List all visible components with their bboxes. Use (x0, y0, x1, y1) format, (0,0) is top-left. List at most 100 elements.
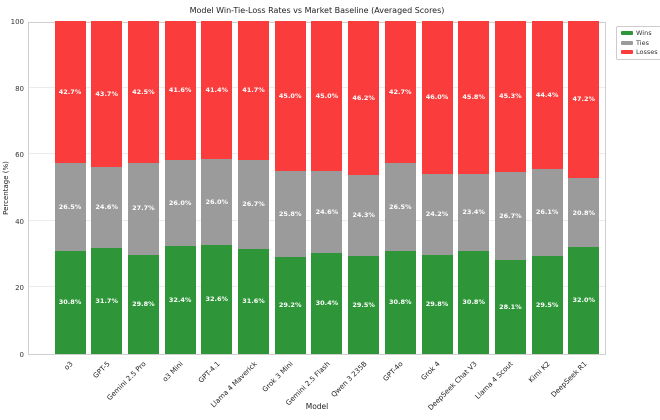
bar-segment-wins: 30.4% (311, 252, 343, 354)
bar-segment-ties: 26.0% (164, 159, 196, 247)
segment-value-label: 44.4% (535, 90, 559, 99)
bar-segment-ties: 26.5% (384, 163, 416, 252)
segment-value-label: 43.7% (95, 89, 118, 98)
segment-value-label: 26.1% (535, 208, 559, 217)
bar-gpt-5: 43.7% 24.6% 31.7% (91, 21, 123, 354)
bar-segment-losses: 45.3% (494, 20, 526, 172)
bar-segment-wins: 30.8% (384, 251, 416, 354)
bar-segment-ties: 26.1% (531, 168, 563, 256)
segment-value-label: 41.7% (242, 86, 265, 95)
segment-value-label: 42.7% (58, 87, 82, 96)
segment-value-label: 30.8% (58, 298, 82, 307)
bar-segment-wins: 30.8% (54, 251, 86, 354)
bar-segment-wins: 28.1% (494, 260, 526, 354)
bar-deepseek-r1: 47.2% 20.8% 32.0% (568, 21, 600, 354)
segment-value-label: 45.8% (462, 93, 485, 102)
bar-segment-wins: 30.8% (458, 251, 490, 354)
segment-value-label: 31.6% (242, 297, 265, 306)
segment-value-label: 32.0% (572, 296, 596, 305)
segment-value-label: 29.5% (535, 300, 559, 309)
bar-gemini-2-5-flash: 45.0% 24.6% 30.4% (311, 21, 343, 354)
legend-label-losses: Losses (636, 48, 658, 56)
bar-segment-ties: 26.7% (494, 171, 526, 261)
segment-value-label: 32.4% (168, 295, 192, 304)
ytick-label-80: 80 (15, 84, 24, 93)
bar-grok-4: 46.0% 24.2% 29.8% (421, 21, 453, 354)
ytick-label-100: 100 (10, 18, 24, 26)
bar-llama-4-scout: 45.3% 26.7% 28.1% (494, 20, 526, 354)
segment-value-label: 42.5% (132, 87, 155, 96)
ytick-label-0: 0 (19, 351, 24, 359)
legend-swatch-ties (621, 40, 633, 45)
bar-segment-losses: 41.6% (164, 21, 196, 160)
bar-segment-losses: 42.5% (127, 21, 159, 163)
ytick-label-40: 40 (15, 217, 24, 226)
segment-value-label: 26.5% (58, 203, 82, 212)
bar-deepseek-chat-v3: 45.8% 23.4% 30.8% (458, 21, 490, 354)
segment-value-label: 30.8% (462, 298, 485, 307)
ytick-label-60: 60 (15, 151, 24, 160)
bar-gemini-2-5-pro: 42.5% 27.7% 29.8% (127, 21, 159, 354)
bar-segment-wins: 29.8% (127, 254, 159, 354)
legend-swatch-losses (621, 50, 633, 55)
bar-segment-ties: 26.5% (54, 163, 86, 252)
bar-segment-losses: 46.0% (421, 21, 453, 175)
segment-value-label: 23.4% (462, 208, 485, 217)
segment-value-label: 41.6% (168, 86, 192, 95)
bar-segment-ties: 24.6% (91, 166, 123, 249)
segment-value-label: 47.2% (572, 95, 596, 104)
bar-segment-ties: 24.3% (348, 174, 380, 256)
segment-value-label: 29.5% (352, 300, 375, 309)
segment-value-label: 45.0% (278, 91, 302, 100)
bar-segment-ties: 24.6% (311, 170, 343, 253)
bar-segment-ties: 27.7% (127, 162, 159, 255)
segment-value-label: 24.6% (315, 207, 339, 216)
segment-value-label: 29.2% (278, 301, 302, 310)
bar-segment-ties: 26.7% (238, 159, 269, 249)
segment-value-label: 46.2% (352, 93, 375, 102)
bar-gpt-4o: 42.7% 26.5% 30.8% (384, 21, 416, 354)
bar-segment-losses: 45.0% (311, 21, 343, 171)
segment-value-label: 31.7% (95, 296, 118, 305)
bar-segment-losses: 42.7% (384, 21, 416, 164)
segment-value-label: 29.8% (132, 300, 155, 309)
segment-value-label: 30.8% (389, 298, 412, 307)
bar-segment-losses: 45.0% (274, 21, 306, 171)
segment-value-label: 24.3% (352, 211, 375, 220)
bar-o3: 42.7% 26.5% 30.8% (54, 21, 86, 354)
bar-segment-ties: 25.8% (274, 170, 306, 257)
chart-title: Model Win-Tie-Loss Rates vs Market Basel… (189, 6, 445, 15)
bar-segment-wins: 29.2% (274, 256, 306, 354)
segment-value-label: 30.4% (315, 299, 339, 308)
segment-value-label: 28.1% (499, 302, 522, 311)
bar-segment-wins: 31.7% (91, 248, 123, 354)
segment-value-label: 20.8% (572, 208, 596, 217)
legend-label-wins: Wins (636, 29, 652, 37)
legend-row-losses: Losses (621, 49, 658, 56)
bar-segment-losses: 44.4% (531, 21, 563, 169)
segment-value-label: 42.7% (389, 87, 412, 96)
legend-row-ties: Ties (621, 39, 658, 47)
bar-o3-mini: 41.6% 26.0% 32.4% (164, 21, 196, 354)
y-axis-title: Percentage (%) (2, 161, 10, 215)
segment-value-label: 26.0% (205, 197, 229, 206)
bar-segment-losses: 43.7% (91, 21, 123, 167)
bar-llama-4-maverick: 41.7% 26.7% 31.6% (238, 21, 269, 354)
bar-segment-wins: 32.6% (201, 245, 233, 354)
bar-segment-ties: 24.2% (421, 174, 453, 255)
bar-segment-ties: 26.0% (201, 158, 233, 246)
bar-grok-3-mini: 45.0% 25.8% 29.2% (274, 21, 306, 354)
segment-value-label: 26.0% (168, 198, 192, 207)
bar-segment-losses: 41.4% (201, 21, 233, 159)
legend-row-wins: Wins (621, 30, 658, 37)
bar-segment-losses: 41.7% (238, 21, 269, 160)
segment-value-label: 25.8% (278, 209, 302, 218)
bar-segment-losses: 46.2% (348, 21, 380, 175)
plot-area: 42.7% 26.5% 30.8% 43.7% 24.6% 31.7% 42.5% 27.7%… (28, 20, 606, 355)
bar-segment-losses: 42.7% (54, 21, 86, 164)
bar-gpt-4-1: 41.4% 26.0% 32.6% (201, 21, 233, 354)
bar-segment-wins: 29.5% (531, 255, 563, 354)
segment-value-label: 45.3% (499, 91, 522, 100)
bar-segment-wins: 29.5% (348, 255, 380, 354)
